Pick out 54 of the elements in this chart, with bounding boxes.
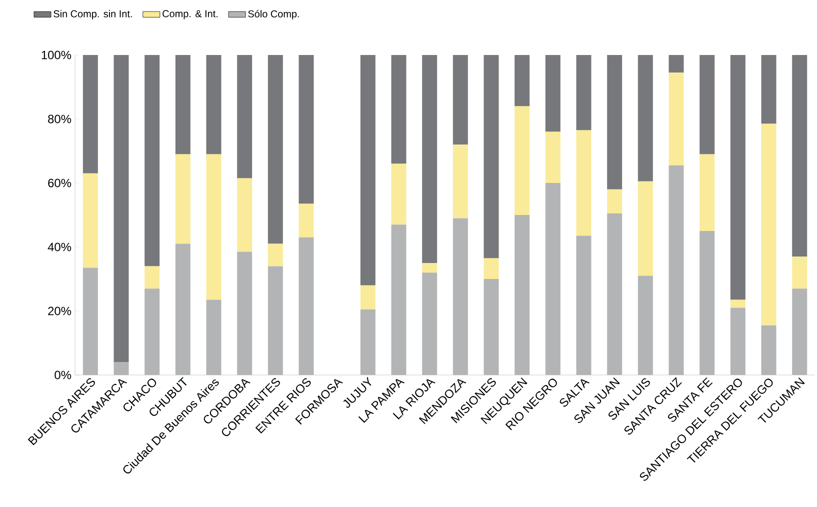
y-tick-label: 100% bbox=[42, 50, 72, 60]
bar bbox=[268, 244, 283, 266]
bar bbox=[298, 204, 314, 238]
bar bbox=[700, 154, 715, 231]
bar bbox=[206, 154, 222, 300]
bar bbox=[391, 164, 406, 225]
bar bbox=[422, 263, 438, 273]
bar bbox=[700, 54, 715, 154]
bar bbox=[175, 54, 190, 154]
bar bbox=[638, 54, 653, 182]
bar bbox=[237, 54, 252, 178]
bar bbox=[484, 258, 499, 279]
y-tick-label: 0% bbox=[54, 370, 72, 380]
bar bbox=[298, 54, 314, 204]
bar bbox=[638, 181, 653, 276]
y-tick-label: 40% bbox=[48, 242, 72, 252]
bar bbox=[452, 144, 468, 218]
bar bbox=[82, 54, 98, 174]
bar bbox=[391, 54, 406, 164]
bar bbox=[607, 54, 622, 190]
legend-label: Comp. & Int. bbox=[162, 10, 218, 20]
bar bbox=[206, 54, 222, 154]
bar bbox=[114, 54, 129, 362]
bar bbox=[237, 178, 252, 252]
legend-label: Sólo Comp. bbox=[248, 10, 299, 20]
bar bbox=[576, 130, 592, 236]
bar bbox=[360, 285, 376, 310]
bar bbox=[730, 54, 746, 300]
bar bbox=[761, 54, 776, 124]
bar bbox=[144, 266, 160, 289]
bar bbox=[545, 132, 560, 183]
bar bbox=[545, 54, 560, 132]
bar bbox=[175, 154, 190, 244]
y-tick-label: 60% bbox=[48, 178, 72, 188]
bar bbox=[761, 124, 776, 326]
bar bbox=[144, 54, 160, 266]
bar bbox=[668, 54, 684, 73]
legend-label: Sin Comp. sin Int. bbox=[54, 10, 132, 20]
bar bbox=[514, 106, 530, 215]
bar bbox=[484, 54, 499, 258]
bar bbox=[360, 54, 376, 286]
bar bbox=[576, 54, 592, 130]
bar bbox=[514, 54, 530, 106]
bar bbox=[792, 256, 808, 289]
bar bbox=[668, 72, 684, 166]
bar bbox=[268, 54, 283, 244]
bar bbox=[607, 189, 622, 214]
bar bbox=[82, 173, 98, 268]
bar bbox=[730, 300, 746, 308]
y-tick-label: 20% bbox=[48, 306, 72, 316]
y-tick-label: 80% bbox=[48, 114, 72, 124]
bar bbox=[792, 54, 808, 257]
bar bbox=[452, 54, 468, 145]
bar bbox=[422, 54, 438, 263]
